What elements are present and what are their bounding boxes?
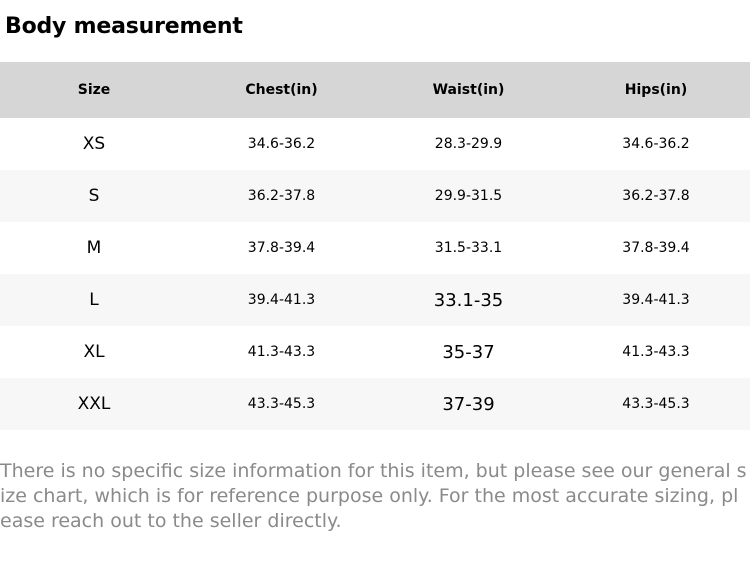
cell-size: XL (0, 326, 188, 378)
cell-waist: 28.3-29.9 (375, 118, 562, 170)
cell-chest: 36.2-37.8 (188, 170, 375, 222)
table-row: L 39.4-41.3 33.1-35 39.4-41.3 (0, 274, 750, 326)
cell-hips: 36.2-37.8 (562, 170, 750, 222)
cell-waist: 29.9-31.5 (375, 170, 562, 222)
cell-hips: 39.4-41.3 (562, 274, 750, 326)
table-header: Size Chest(in) Waist(in) Hips(in) (0, 62, 750, 118)
cell-size: M (0, 222, 188, 274)
cell-hips: 41.3-43.3 (562, 326, 750, 378)
column-header-chest: Chest(in) (188, 62, 375, 118)
table-row: XXL 43.3-45.3 37-39 43.3-45.3 (0, 378, 750, 430)
column-header-waist: Waist(in) (375, 62, 562, 118)
cell-size: XXL (0, 378, 188, 430)
column-header-size: Size (0, 62, 188, 118)
cell-chest: 39.4-41.3 (188, 274, 375, 326)
table-body: XS 34.6-36.2 28.3-29.9 34.6-36.2 S 36.2-37.8 2… (0, 118, 750, 430)
size-disclaimer-note: There is no specific size information fo… (0, 460, 747, 532)
body-measurement-table: Size Chest(in) Waist(in) Hips(in) XS 34.6… (0, 62, 750, 430)
page-title: Body measurement (5, 14, 243, 39)
cell-hips: 34.6-36.2 (562, 118, 750, 170)
cell-waist: 31.5-33.1 (375, 222, 562, 274)
cell-hips: 43.3-45.3 (562, 378, 750, 430)
cell-waist: 33.1-35 (375, 274, 562, 326)
table-row: S 36.2-37.8 29.9-31.5 36.2-37.8 (0, 170, 750, 222)
cell-hips: 37.8-39.4 (562, 222, 750, 274)
cell-size: L (0, 274, 188, 326)
cell-chest: 41.3-43.3 (188, 326, 375, 378)
cell-chest: 43.3-45.3 (188, 378, 375, 430)
table-header-row: Size Chest(in) Waist(in) Hips(in) (0, 62, 750, 118)
column-header-hips: Hips(in) (562, 62, 750, 118)
cell-chest: 34.6-36.2 (188, 118, 375, 170)
cell-size: XS (0, 118, 188, 170)
table-row: XL 41.3-43.3 35-37 41.3-43.3 (0, 326, 750, 378)
cell-chest: 37.8-39.4 (188, 222, 375, 274)
cell-waist: 35-37 (375, 326, 562, 378)
table-row: M 37.8-39.4 31.5-33.1 37.8-39.4 (0, 222, 750, 274)
cell-size: S (0, 170, 188, 222)
table-row: XS 34.6-36.2 28.3-29.9 34.6-36.2 (0, 118, 750, 170)
cell-waist: 37-39 (375, 378, 562, 430)
